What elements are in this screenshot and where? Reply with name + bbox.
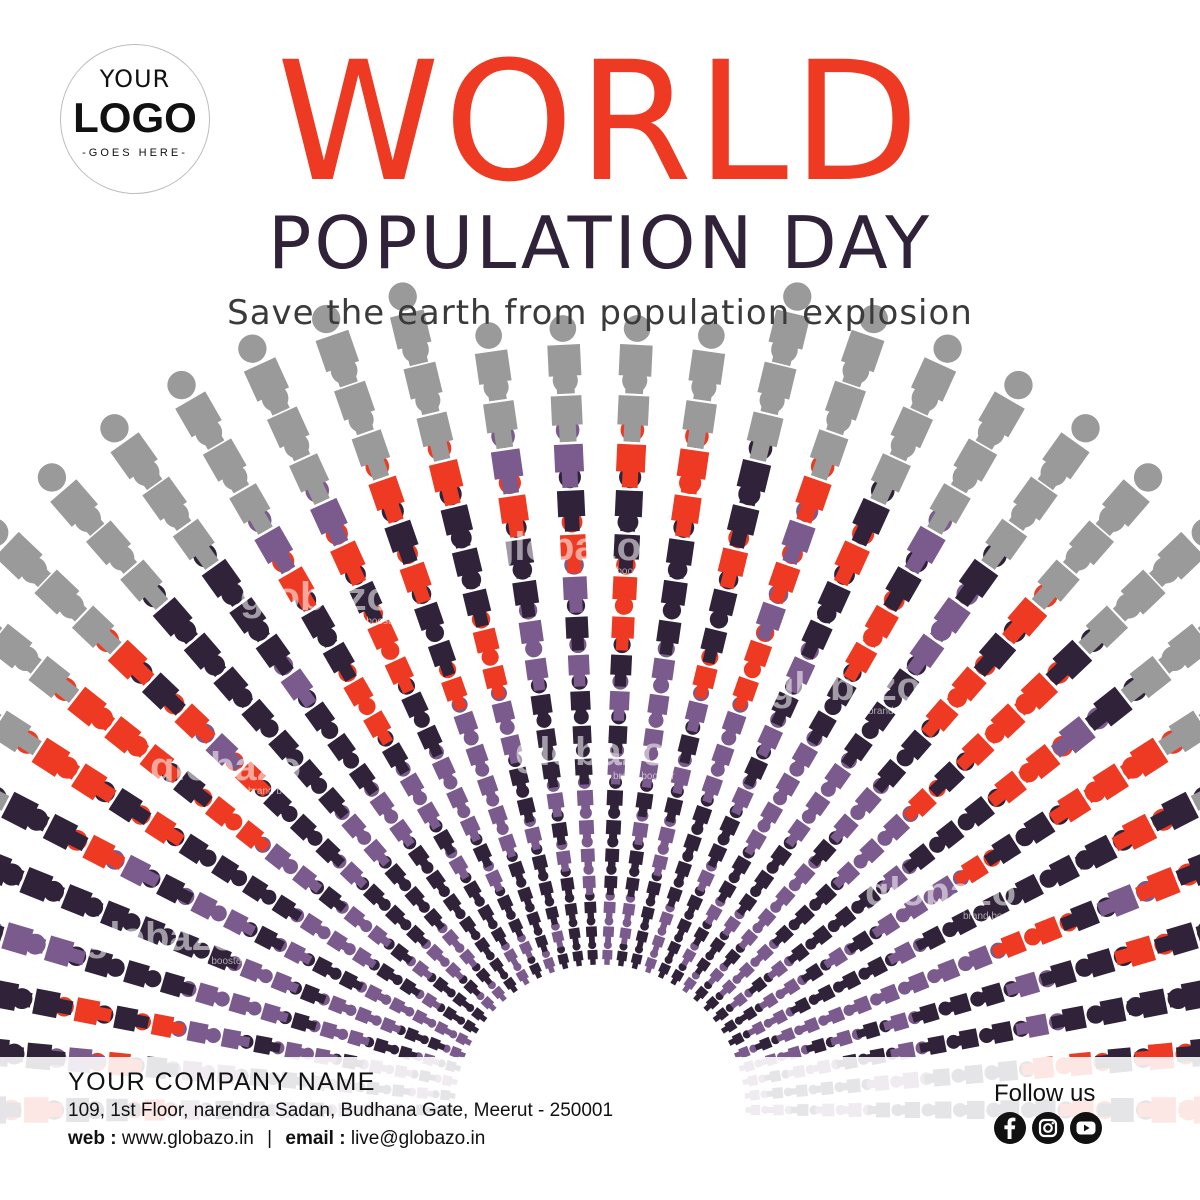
web-link[interactable]: www.globazo.in [122,1128,254,1149]
watermark-text: globazo [240,575,391,619]
person-figure [0,975,34,1014]
tagline: Save the earth from population explosion [0,296,1200,330]
person-figure [603,891,616,920]
email-link[interactable]: live@globazo.in [351,1128,485,1149]
watermark-subtext: brand booster [183,956,245,967]
email-label: email : [285,1128,345,1149]
person-figure [0,780,53,838]
person-figure [603,916,615,942]
watermark-subtext: brand booster [963,911,1025,922]
person-figure [616,942,629,967]
separator: | [267,1128,272,1149]
person-figure [1090,455,1171,541]
title-world: WORLD [0,40,1200,205]
person-figure [563,892,579,922]
person-figure [602,941,613,965]
person-figure [621,892,637,922]
contact-line: web : www.globazo.in | email : live@glob… [68,1128,485,1150]
watermark-subtext: brand booster [338,616,400,627]
person-figure [630,944,645,970]
facebook-icon[interactable] [994,1112,1026,1144]
person-figure [969,364,1041,454]
web-label: web : [68,1128,117,1149]
person-figure [571,942,584,967]
watermark-text: globazo [770,665,921,709]
person-figure [587,941,598,965]
instagram-icon[interactable] [1032,1112,1064,1144]
person-figure [639,896,657,926]
watermark-subtext: brand booster [588,566,650,577]
watermark-text: globazo [490,525,641,569]
company-name: YOUR COMPANY NAME [68,1068,376,1097]
person-figure [543,896,561,926]
title-population-day: POPULATION DAY [0,207,1200,279]
watermark-text: globazo [515,730,666,774]
person-figure [585,916,597,942]
person-figure [30,455,111,541]
person-figure [92,407,169,495]
people-figures [0,279,1200,1125]
person-figure [619,918,633,945]
person-figure [1147,780,1200,838]
person-figure [159,364,231,454]
watermark-subtext: brand booster [613,771,675,782]
watermark-text: globazo [865,870,1016,914]
watermark-text: globazo [85,915,236,959]
person-figure [584,891,597,920]
watermark-subtext: brand booster [868,706,930,717]
person-figure [634,921,651,949]
person-figure [567,918,581,945]
watermark-text: globazo [150,745,301,789]
person-figure [1166,975,1200,1014]
youtube-icon[interactable] [1070,1112,1102,1144]
social-links [994,1112,1102,1144]
person-figure [1031,407,1108,495]
follow-us-label: Follow us [994,1080,1095,1108]
company-address: 109, 1st Floor, narendra Sadan, Budhana … [68,1100,613,1122]
person-figure [555,944,570,970]
person-figure [549,921,566,949]
watermark-subtext: brand booster [248,786,310,797]
